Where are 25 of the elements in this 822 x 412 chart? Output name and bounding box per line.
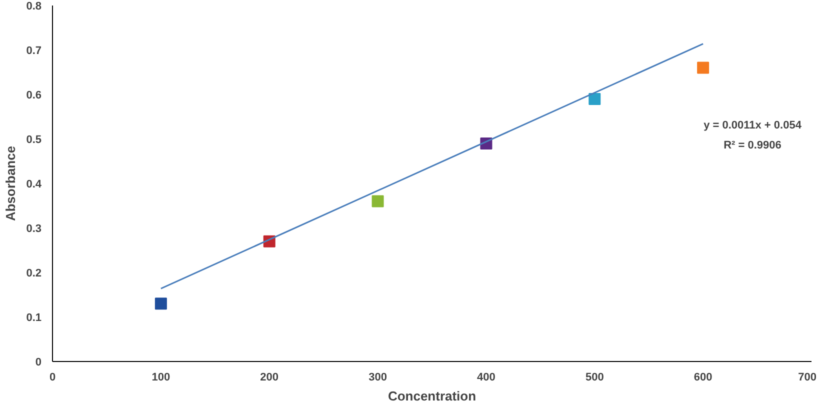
y-axis-title: Absorbance — [3, 146, 18, 222]
point — [372, 195, 384, 208]
y-tick-label: 0.2 — [26, 268, 42, 280]
x-tick-label: 300 — [368, 372, 387, 384]
y-tick-label: 0.4 — [26, 178, 42, 190]
x-axis-title: Concentration — [388, 388, 476, 404]
y-tick-label: 0.8 — [26, 0, 42, 12]
x-tick-label: 600 — [694, 372, 712, 384]
y-tick-label: 0.1 — [26, 312, 42, 324]
x-tick-label: 0 — [49, 372, 56, 384]
point — [697, 62, 710, 74]
y-tick-label: 0.3 — [26, 223, 42, 235]
point — [154, 298, 167, 310]
y-tick-label: 0.5 — [26, 134, 42, 146]
x-tick-label: 500 — [585, 372, 604, 384]
x-tick-label: 100 — [152, 372, 170, 384]
annotation: y = 0.0011x + 0.054 — [704, 120, 802, 132]
annotation: R² = 0.9906 — [724, 140, 782, 152]
x-tick-label: 400 — [477, 372, 496, 384]
x-tick-label: 700 — [798, 372, 817, 384]
y-tick-label: 0.6 — [26, 90, 42, 102]
point — [588, 92, 601, 105]
y-tick-label: 0.7 — [26, 45, 42, 57]
y-tick-label: 0 — [35, 356, 42, 368]
x-tick-label: 200 — [260, 372, 279, 384]
